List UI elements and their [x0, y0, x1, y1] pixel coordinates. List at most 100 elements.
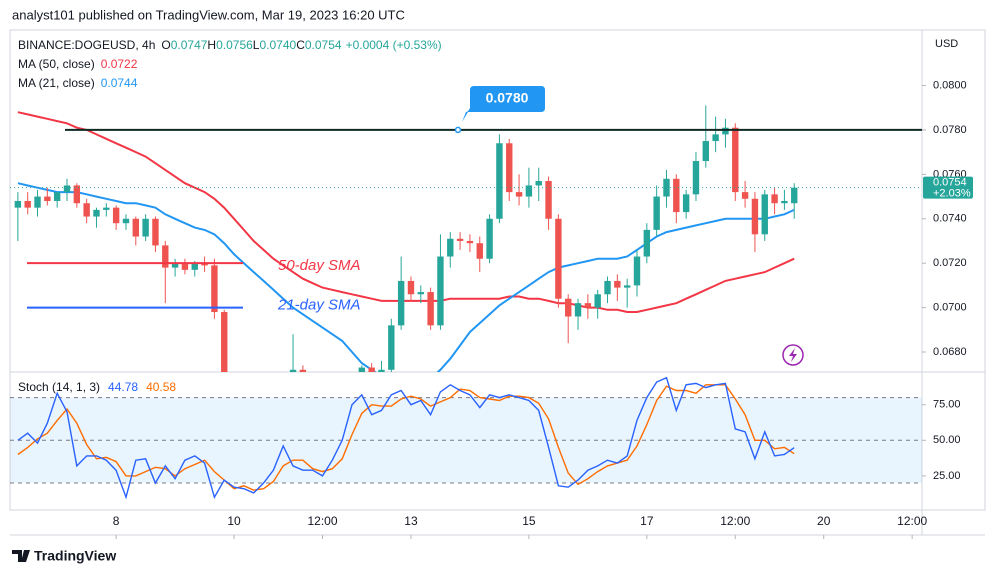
candle-body [73, 185, 81, 204]
x-tick-label: 17 [640, 514, 654, 528]
y-tick-label: 0.0680 [933, 346, 967, 358]
stoch-pane [10, 376, 922, 500]
candle-body [486, 218, 493, 259]
candle-body [722, 127, 729, 135]
candle-body [673, 178, 680, 213]
logo: TradingView [12, 548, 116, 564]
symbol: BINANCE:DOGEUSD, 4h [18, 38, 155, 52]
candle-body [427, 292, 434, 326]
stoch-y-tick-label: 75.00 [933, 399, 961, 411]
field-key: L [253, 38, 260, 52]
ma-value: 0.0722 [101, 57, 138, 71]
ma-line [17, 111, 795, 313]
byline: analyst101 published on TradingView.com,… [12, 7, 405, 22]
x-tick-label: 12:00 [720, 514, 750, 528]
price-tag-value: 0.0754 [933, 177, 967, 189]
candle-body [555, 218, 562, 299]
candle-body [535, 181, 542, 186]
stoch-y-tick-label: 25.00 [933, 470, 961, 482]
candle-body [63, 185, 71, 193]
stoch-value: 40.58 [146, 380, 176, 394]
stoch-y-tick-label: 50.00 [933, 434, 961, 446]
candle-body [417, 292, 424, 295]
stoch-legend: Stoch (14, 1, 3) 44.78 40.58 [18, 380, 176, 394]
candle-body [93, 209, 100, 217]
candle-body [378, 369, 385, 372]
field-value: 0.0747 [171, 38, 208, 52]
candle-body [53, 192, 61, 201]
ma-legend: MA (50, close) 0.0722 [18, 57, 138, 71]
candle-body [152, 218, 159, 246]
candle-body [525, 185, 533, 197]
change: +0.0004 (+0.53%) [346, 38, 442, 52]
x-tick-label: 20 [817, 514, 831, 528]
candle-body [112, 207, 120, 224]
candle-body [466, 240, 474, 244]
candle-body [142, 218, 149, 237]
candle-body [44, 196, 51, 201]
symbol-legend: BINANCE:DOGEUSD, 4h O0.0747H0.0756L0.0740… [18, 38, 442, 52]
candle-body [565, 298, 572, 317]
logo-mark [12, 550, 30, 562]
field-key: O [161, 38, 170, 52]
logo-text: TradingView [34, 548, 116, 564]
annotation-label: 50-day SMA [278, 257, 361, 274]
stoch-value: 44.78 [108, 380, 138, 394]
candle-body [171, 263, 179, 268]
ma-value: 0.0744 [101, 76, 138, 90]
candle-body [643, 229, 651, 257]
candle-body [614, 280, 621, 288]
candle-body [299, 369, 307, 372]
candle-body [771, 194, 778, 204]
candle-body [83, 203, 90, 217]
candle-body [397, 280, 405, 326]
candle-body [751, 198, 759, 235]
x-tick-label: 15 [522, 514, 536, 528]
x-tick-label: 8 [113, 514, 120, 528]
field-value: 0.0740 [259, 38, 296, 52]
price-pane [10, 105, 922, 372]
resistance-anchor [454, 126, 462, 134]
y-tick-label: 0.0720 [933, 257, 967, 269]
candle-body [506, 143, 513, 193]
candle-body [34, 196, 41, 208]
candle-body [732, 127, 739, 193]
candle-body [692, 161, 700, 195]
candle-body [14, 201, 22, 208]
candle-body [702, 141, 709, 162]
stoch-title: Stoch (14, 1, 3) [18, 380, 100, 394]
candle-body [712, 134, 719, 142]
candle-body [545, 181, 552, 219]
y-tick-label: 0.0800 [933, 79, 967, 91]
candle-body [741, 192, 749, 199]
candle-body [368, 367, 375, 372]
frame [9, 29, 986, 511]
candle-body [211, 265, 218, 313]
candle-body [407, 280, 415, 295]
candle-body [221, 312, 228, 372]
ma-line [17, 182, 795, 372]
field-key: H [207, 38, 216, 52]
legends: BINANCE:DOGEUSD, 4h O0.0747H0.0756L0.0740… [18, 38, 442, 394]
candle-body [122, 218, 130, 224]
candle-body [594, 294, 601, 308]
candle-body [24, 201, 31, 208]
candle-body [132, 218, 139, 237]
candle-body [604, 280, 611, 295]
candle-body [584, 303, 592, 308]
field-value: 0.0754 [305, 38, 342, 52]
x-tick-label: 12:00 [308, 514, 338, 528]
candle-body [191, 263, 198, 270]
candle-body [515, 192, 523, 197]
y-tick-label: 0.0700 [933, 302, 967, 314]
price-tag [923, 176, 973, 199]
field-value: 0.0756 [216, 38, 253, 52]
stoch-line [17, 376, 795, 500]
price-tag-change: +2.03% [933, 188, 971, 200]
candle-body [103, 207, 110, 210]
ma-legend: MA (21, close) 0.0744 [18, 76, 138, 90]
alert-icon[interactable] [782, 344, 804, 366]
candle-body [653, 196, 660, 230]
callout-box [462, 86, 545, 122]
